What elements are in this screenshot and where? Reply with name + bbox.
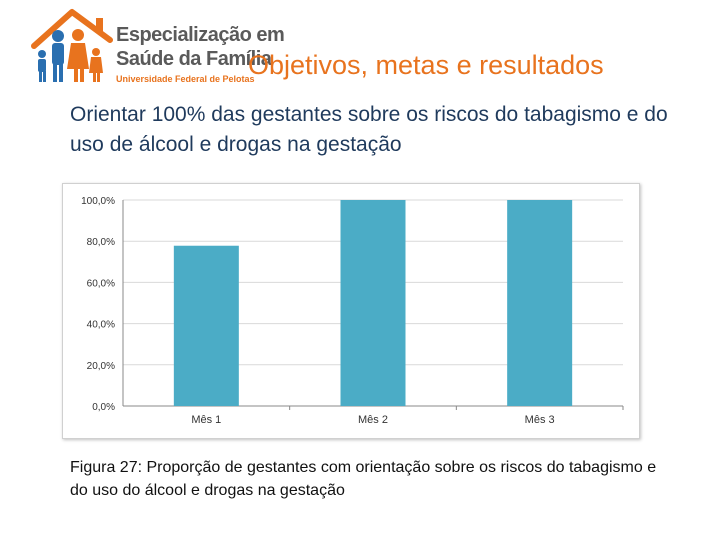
logo: Especialização em Saúde da Família Unive… — [30, 8, 285, 100]
family-house-icon — [31, 9, 113, 82]
x-tick-label: Mês 2 — [358, 414, 388, 426]
y-tick-label: 40,0% — [87, 320, 115, 331]
chart-container: 0,0% 20,0% 40,0% 60,0% 80,0% 100,0% Mês 1 Mês 2… — [62, 183, 640, 439]
bar — [340, 200, 406, 406]
x-tick-label: Mês 3 — [525, 414, 555, 426]
x-tick-label: Mês 1 — [191, 414, 221, 426]
bar — [507, 200, 573, 406]
y-tick-label: 0,0% — [92, 402, 115, 413]
y-tick-label: 80,0% — [87, 237, 115, 248]
y-tick-label: 100,0% — [81, 196, 115, 207]
figure-caption: Figura 27: Proporção de gestantes com or… — [70, 459, 657, 499]
logo-line-2: Saúde da Família — [116, 48, 272, 70]
logo-line-1: Especialização em — [116, 24, 285, 46]
y-tick-label: 20,0% — [87, 361, 115, 372]
y-tick-label: 60,0% — [87, 278, 115, 289]
logo-line-3: Universidade Federal de Pelotas — [116, 74, 255, 84]
bar — [173, 245, 239, 406]
slide-subtitle: Orientar 100% das gestantes sobre os ris… — [70, 103, 668, 156]
bar-chart: 0,0% 20,0% 40,0% 60,0% 80,0% 100,0% Mês 1 Mês 2… — [81, 196, 624, 426]
slide-title: Objetivos, metas e resultados — [248, 50, 604, 80]
